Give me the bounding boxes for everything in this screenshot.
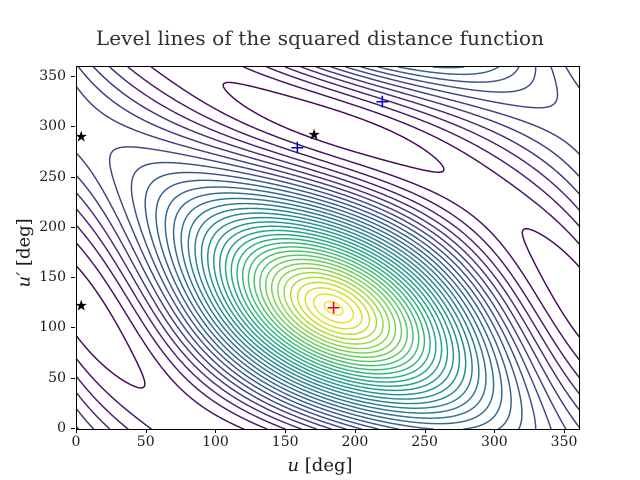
x-tick-mark xyxy=(285,429,287,433)
x-tick-mark xyxy=(76,429,77,433)
contour-level xyxy=(77,67,579,429)
x-tick-label: 50 xyxy=(136,434,155,450)
y-tick-label: 100 xyxy=(39,319,66,336)
contour-level xyxy=(242,242,426,375)
contour-level xyxy=(219,225,449,392)
x-tick-label: 0 xyxy=(71,434,81,450)
plot-axes: + + + ★ ★ ★ xyxy=(74,66,580,430)
contour-level xyxy=(312,293,355,324)
contour-level xyxy=(277,267,391,350)
y-tick-mark xyxy=(71,226,75,228)
x-tick-label: 250 xyxy=(411,434,438,450)
y-tick-mark xyxy=(71,277,75,279)
contour-level xyxy=(230,233,437,383)
y-axis-unit: [deg] xyxy=(13,218,35,267)
contour-level xyxy=(259,254,408,363)
contour-level xyxy=(213,221,455,396)
contour-level xyxy=(77,67,579,429)
contour-level xyxy=(180,197,487,419)
contour-level xyxy=(323,300,344,316)
contour-level xyxy=(187,202,480,414)
contour-level xyxy=(304,287,363,330)
contour-level xyxy=(164,67,503,429)
y-tick-label: 300 xyxy=(39,118,66,135)
page-title: Level lines of the squared distance func… xyxy=(95,26,545,50)
contour-level xyxy=(236,237,431,379)
contour-level xyxy=(207,216,461,400)
contour-level xyxy=(77,67,579,429)
contour-level xyxy=(172,192,495,425)
contour-level xyxy=(296,281,371,335)
contour-level xyxy=(77,81,579,389)
contour-level xyxy=(130,67,537,429)
y-tick-label: 50 xyxy=(48,369,66,386)
contour-level xyxy=(283,271,384,345)
y-tick-mark xyxy=(71,126,75,128)
x-tick-mark xyxy=(215,429,217,433)
x-tick-mark xyxy=(354,429,356,433)
contour-level xyxy=(265,258,403,358)
y-axis-label: u′ [deg] xyxy=(13,218,35,288)
y-tick-mark xyxy=(71,327,75,329)
x-tick-label: 200 xyxy=(341,434,369,450)
x-axis-label: u [deg] xyxy=(0,455,640,476)
x-tick-mark xyxy=(564,429,566,433)
contour-level xyxy=(247,246,420,371)
x-tick-mark xyxy=(494,429,496,433)
contour-lines xyxy=(77,67,579,429)
y-tick-label: 0 xyxy=(57,420,66,436)
y-tick-label: 350 xyxy=(39,68,66,85)
y-tick-label: 200 xyxy=(39,218,66,235)
contour-level xyxy=(77,67,579,429)
y-tick-mark xyxy=(71,377,75,379)
contour-level xyxy=(108,67,559,429)
x-tick-mark xyxy=(145,429,147,433)
contour-level xyxy=(77,67,579,429)
contour-level xyxy=(194,207,473,409)
y-tick-mark xyxy=(71,76,75,78)
x-tick-label: 100 xyxy=(202,434,229,450)
y-axis-variable: u′ xyxy=(13,271,35,288)
y-tick-label: 250 xyxy=(39,168,66,185)
contour-level xyxy=(253,250,414,367)
y-tick-label: 150 xyxy=(39,269,66,286)
y-tick-mark xyxy=(71,176,75,178)
x-axis-unit: [deg] xyxy=(304,455,353,476)
contour-level xyxy=(270,262,397,354)
contour-level xyxy=(144,67,523,429)
y-tick-mark xyxy=(71,428,75,429)
contour-level xyxy=(289,276,378,341)
x-tick-label: 350 xyxy=(550,434,578,450)
x-tick-mark xyxy=(424,429,426,433)
x-axis-variable: u xyxy=(287,455,300,476)
contour-level xyxy=(155,67,512,429)
contour-level xyxy=(200,212,467,405)
x-tick-label: 150 xyxy=(271,434,299,450)
contour-level xyxy=(224,229,443,387)
contour-level xyxy=(77,67,579,429)
x-tick-label: 300 xyxy=(480,434,508,450)
